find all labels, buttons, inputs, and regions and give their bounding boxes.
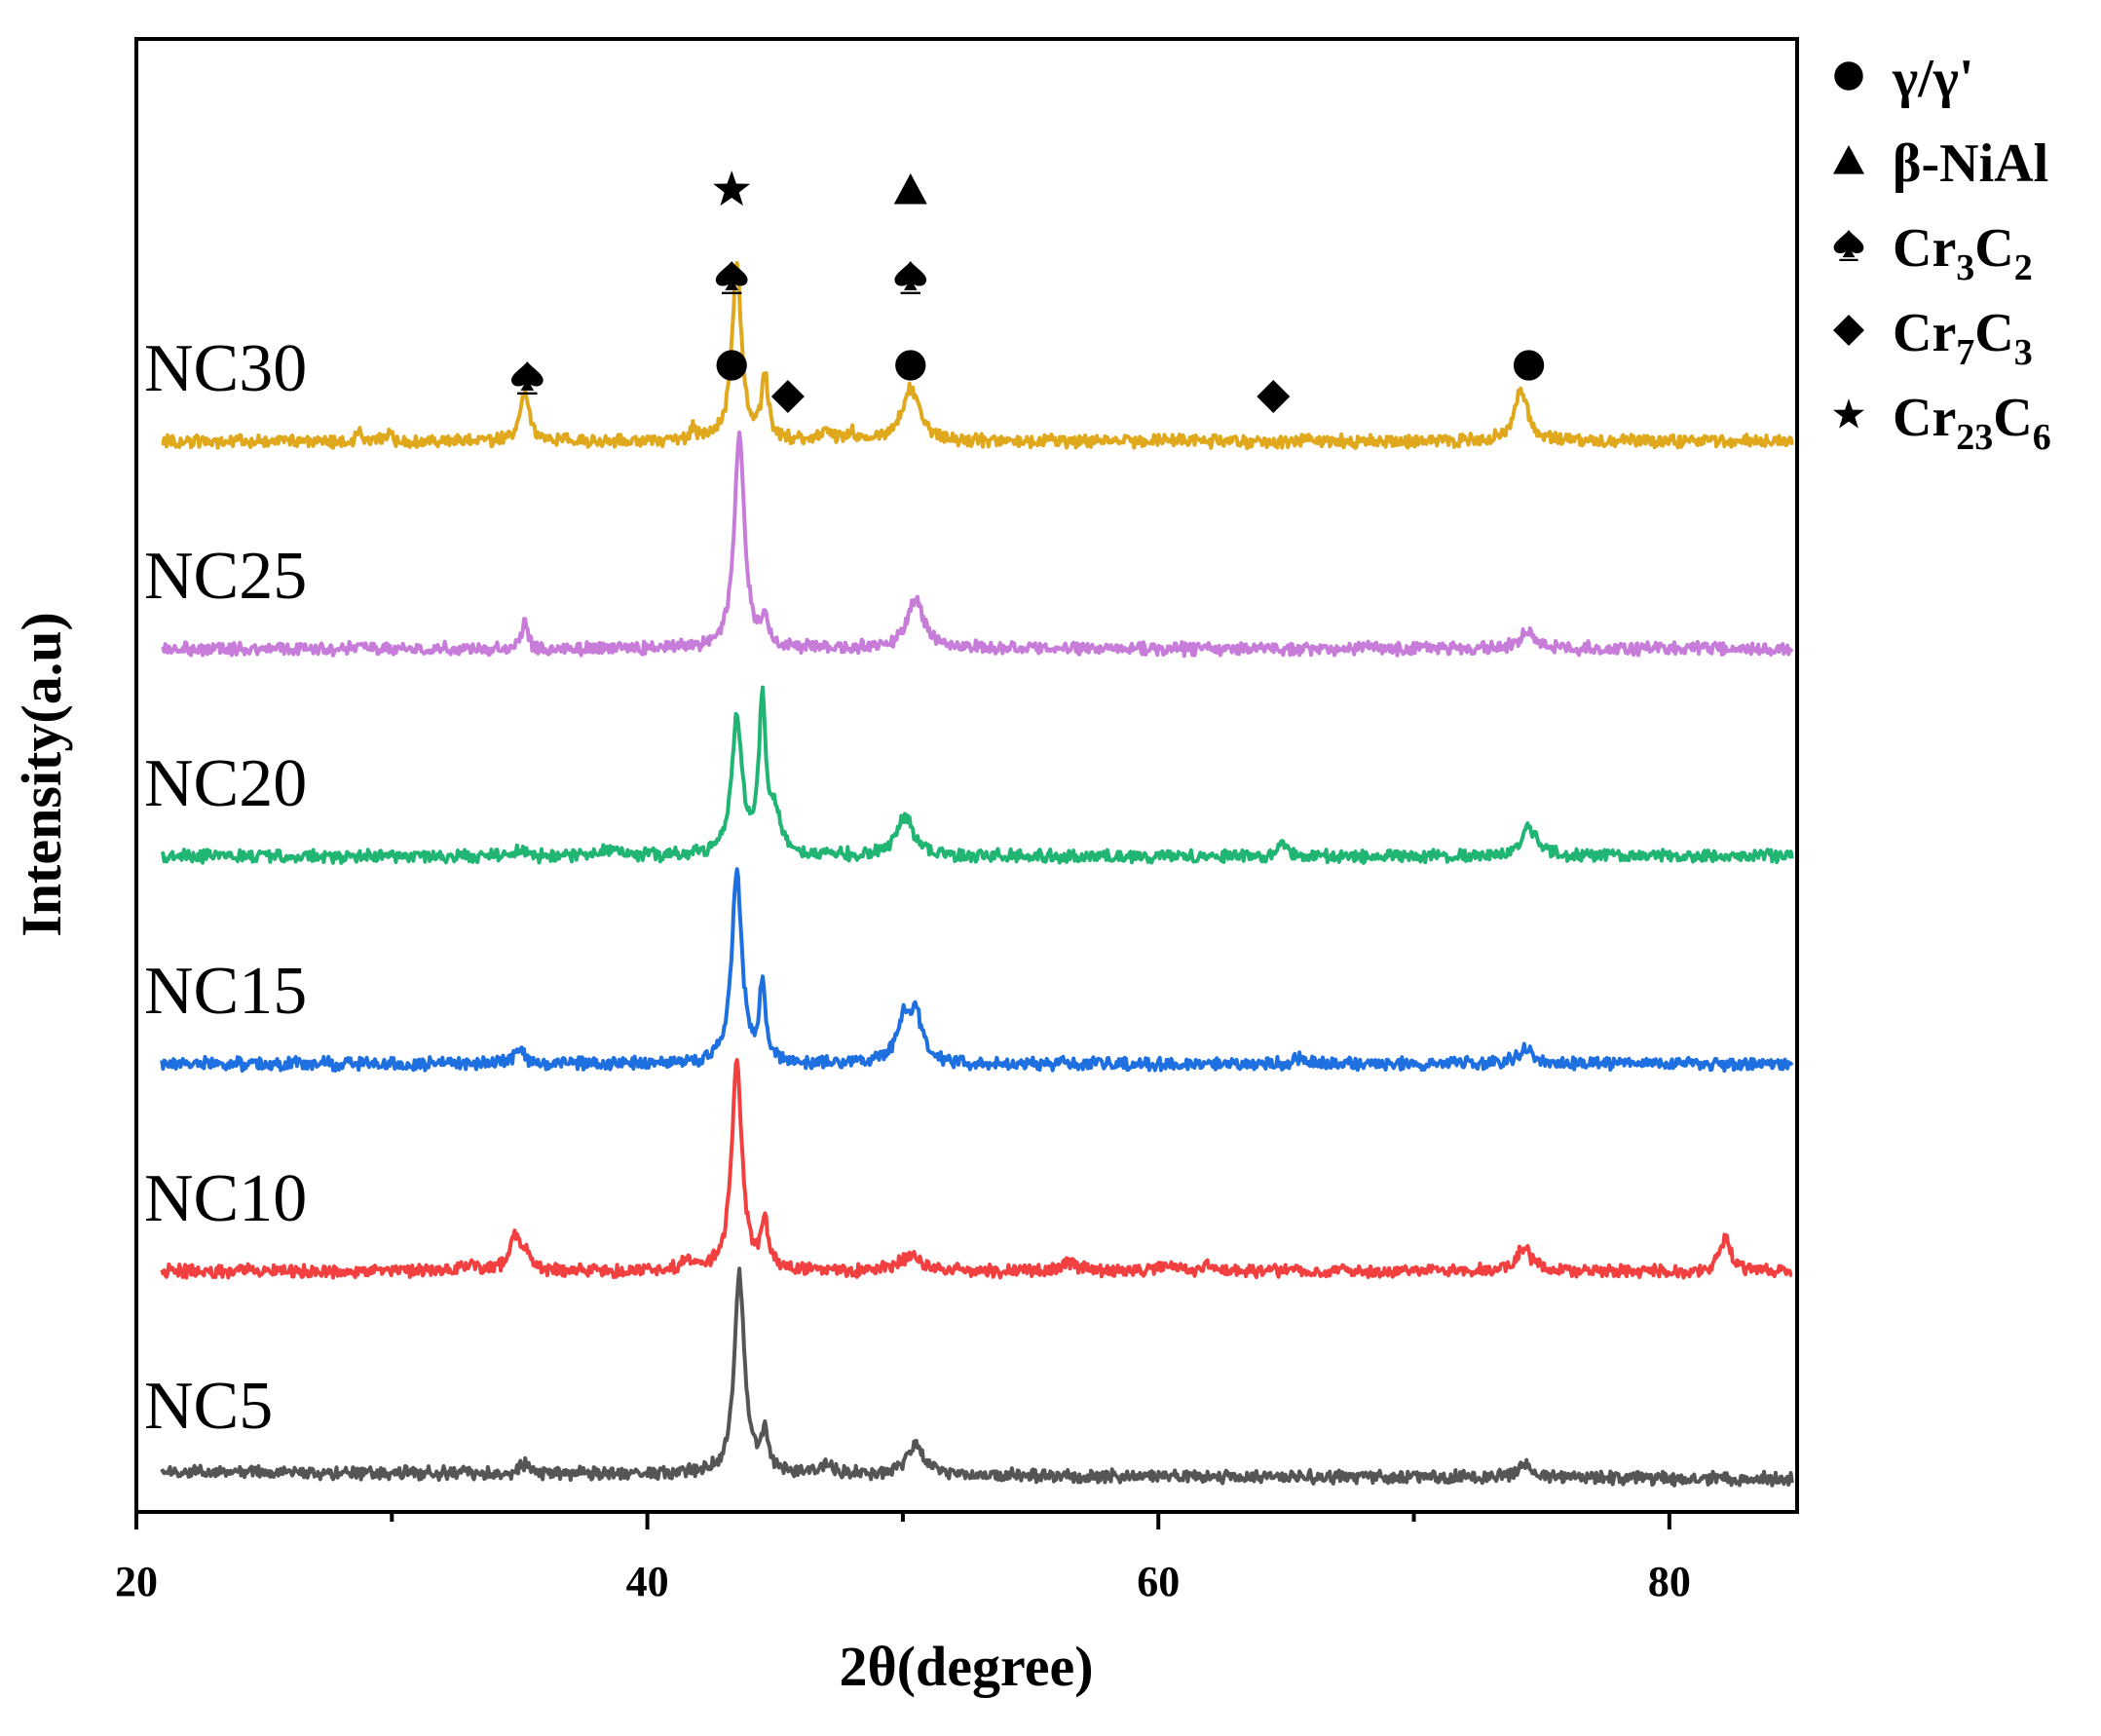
legend-text-part: Cr (1893, 303, 1956, 363)
series-line-nc25 (161, 430, 1794, 659)
legend-label: Cr3C2 (1893, 218, 2033, 288)
series-label-nc5: NC5 (144, 1369, 273, 1444)
legend-label: β-NiAl (1893, 133, 2048, 194)
series-label-nc20: NC20 (144, 746, 307, 821)
phase-marker-diamond (770, 380, 805, 413)
phase-marker-circle (895, 350, 926, 381)
legend-item: γ/γ' (1834, 49, 1974, 109)
series-line-nc10 (160, 1058, 1793, 1280)
series-labels: NC30 NC25 NC20 NC15 NC10 NC5 (144, 331, 307, 1444)
series-label-nc25: NC25 (144, 539, 307, 614)
legend-triangle-icon (1833, 145, 1864, 174)
legend-label: Cr7C3 (1893, 303, 2033, 373)
legend-item: β-NiAl (1833, 133, 2048, 194)
phase-annotations (510, 170, 1545, 413)
series-layer (160, 260, 1794, 1488)
plot-frame (134, 37, 1799, 1514)
x-axis-title: 2θ(degree) (839, 1635, 1093, 1698)
legend-text-part: Cr (1893, 388, 1956, 448)
x-tick-label: 80 (1648, 1558, 1691, 1605)
legend-text-part: C (1993, 388, 2032, 448)
phase-marker-spade (510, 361, 544, 395)
phase-marker-triangle (893, 173, 927, 205)
series-label-nc15: NC15 (144, 954, 307, 1029)
series-line-nc15 (160, 867, 1794, 1074)
series-label-nc10: NC10 (144, 1161, 307, 1236)
legend-text-part: C (1974, 218, 2013, 279)
legend-subscript: 7 (1956, 332, 1974, 373)
phase-marker-diamond (1257, 380, 1291, 413)
legend-item: Cr23C6 (1833, 388, 2051, 458)
series-line-nc5 (160, 1266, 1794, 1488)
legend-label: γ/γ' (1892, 49, 1974, 109)
legend-subscript: 6 (2033, 417, 2051, 458)
legend-spade-icon (1833, 230, 1864, 261)
legend-text-part: Cr (1893, 218, 1956, 279)
x-axis: 20 40 60 80 (115, 1512, 1691, 1605)
legend-star-icon (1833, 398, 1864, 429)
series-line-nc30 (161, 260, 1794, 451)
phase-marker-star (713, 170, 751, 207)
phase-marker-spade (715, 261, 748, 294)
legend-item: Cr7C3 (1833, 303, 2033, 373)
legend-label: Cr23C6 (1893, 388, 2051, 458)
phase-marker-circle (1513, 350, 1545, 381)
x-tick-label: 20 (115, 1558, 158, 1605)
legend-diamond-icon (1833, 315, 1864, 346)
legend-text-part: C (1974, 303, 2013, 363)
legend-circle-icon (1834, 61, 1863, 91)
phase-marker-circle (716, 350, 747, 381)
legend-subscript: 3 (1956, 247, 1974, 288)
x-tick-label: 40 (626, 1558, 669, 1605)
x-tick-label: 60 (1137, 1558, 1180, 1605)
legend-item: Cr3C2 (1833, 218, 2033, 288)
phase-marker-spade (894, 261, 927, 294)
series-label-nc30: NC30 (144, 331, 307, 406)
legend-text-part: γ/γ' (1892, 49, 1974, 109)
legend-text-part: β-NiAl (1893, 133, 2048, 194)
y-axis-title: Intensity(a.u) (10, 612, 73, 937)
series-line-nc20 (160, 685, 1794, 865)
legend-subscript: 3 (2014, 332, 2033, 373)
legend-subscript: 23 (1956, 417, 1993, 458)
legend-subscript: 2 (2014, 247, 2033, 288)
